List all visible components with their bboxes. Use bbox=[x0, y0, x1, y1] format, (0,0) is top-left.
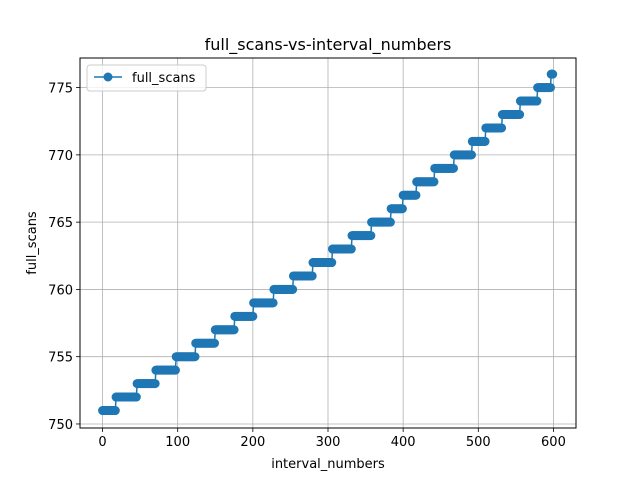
data-point bbox=[548, 69, 558, 79]
data-point bbox=[411, 190, 421, 200]
legend-box bbox=[86, 64, 207, 92]
y-tick-label: 765 bbox=[48, 216, 73, 231]
x-tick-label: 100 bbox=[165, 435, 190, 450]
x-tick-label: 400 bbox=[391, 435, 416, 450]
y-tick-label: 760 bbox=[48, 283, 73, 298]
data-point bbox=[545, 83, 555, 93]
grid bbox=[80, 58, 576, 428]
data-point bbox=[248, 311, 258, 321]
x-axis-label: interval_numbers bbox=[271, 457, 385, 472]
y-tick-label: 755 bbox=[48, 351, 73, 366]
data-point bbox=[397, 204, 407, 214]
y-axis-label: full_scans bbox=[25, 211, 40, 275]
data-point bbox=[515, 110, 525, 120]
data-point bbox=[467, 150, 477, 160]
data-point bbox=[288, 284, 298, 294]
data-point bbox=[268, 298, 278, 308]
data-point bbox=[366, 231, 376, 241]
y-tick-label: 750 bbox=[48, 418, 73, 433]
data-point bbox=[480, 136, 490, 146]
chart-title: full_scans-vs-interval_numbers bbox=[205, 35, 452, 55]
data-point bbox=[327, 258, 337, 268]
legend-marker bbox=[103, 72, 113, 82]
series-points bbox=[98, 69, 558, 416]
x-tick-label: 200 bbox=[240, 435, 265, 450]
data-point bbox=[110, 406, 120, 416]
legend-label: full_scans bbox=[132, 71, 196, 86]
x-axis: 0 100 200 300 400 500 600 bbox=[98, 428, 566, 450]
data-point bbox=[307, 271, 317, 281]
data-point bbox=[170, 365, 180, 375]
x-tick-label: 300 bbox=[316, 435, 341, 450]
data-point bbox=[497, 123, 507, 133]
x-tick-label: 0 bbox=[98, 435, 106, 450]
x-tick-label: 500 bbox=[466, 435, 491, 450]
data-point bbox=[449, 163, 458, 173]
series-layer bbox=[98, 69, 558, 416]
data-point bbox=[346, 244, 356, 254]
x-tick-label: 600 bbox=[541, 435, 566, 450]
y-axis: 750 755 760 765 770 775 bbox=[48, 82, 80, 433]
data-point bbox=[190, 352, 200, 362]
data-point bbox=[429, 177, 439, 187]
y-tick-label: 775 bbox=[48, 82, 73, 97]
data-point bbox=[210, 338, 220, 348]
y-tick-label: 770 bbox=[48, 149, 73, 164]
data-point bbox=[150, 379, 160, 389]
data-point bbox=[131, 392, 141, 402]
legend: full_scans bbox=[86, 64, 207, 92]
data-point bbox=[385, 217, 395, 227]
data-point bbox=[229, 325, 239, 335]
data-point bbox=[532, 96, 542, 106]
